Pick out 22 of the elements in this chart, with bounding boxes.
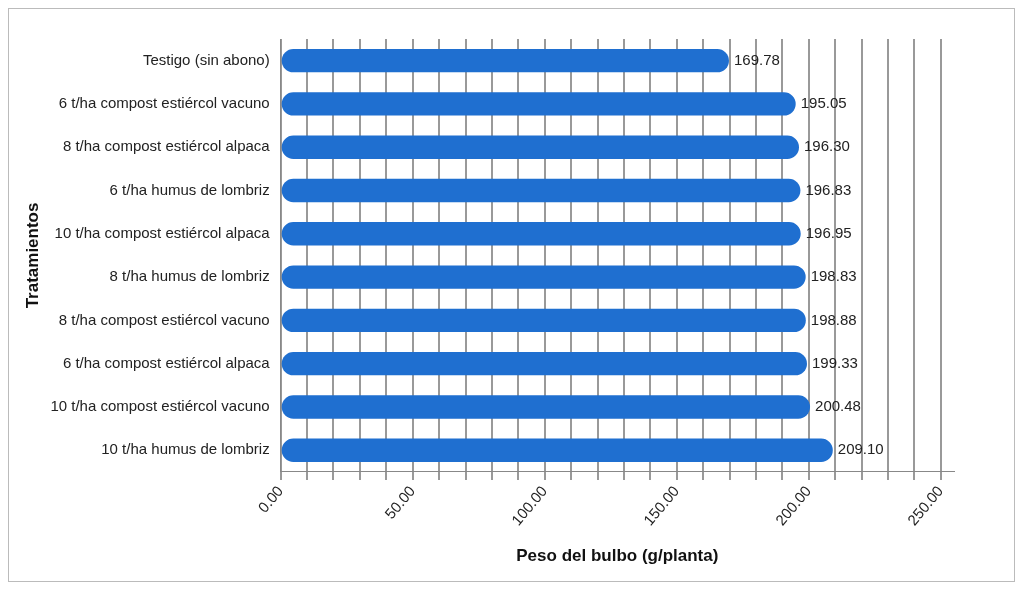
y-tick-label: 8 t/ha compost estiércol alpaca [62,137,271,155]
y-tick-label: 6 t/ha humus de lombriz [109,180,270,198]
y-tick-label: 10 t/ha compost estiércol alpaca [54,223,271,241]
y-tick-label: 6 t/ha compost estiércol vacuno [58,94,270,112]
data-label: 198.83 [810,267,857,285]
y-tick-label: Testigo (sin abono) [142,50,270,68]
data-label: 196.30 [804,137,850,155]
data-label: 196.95 [805,223,852,241]
y-tick-label: 8 t/ha compost estiércol vacuno [58,310,270,328]
y-tick-label: 10 t/ha compost estiércol vacuno [50,397,270,415]
data-label: 195.05 [800,94,847,112]
data-label: 169.78 [733,50,780,68]
y-tick-label: 10 t/ha humus de lombriz [101,440,270,458]
data-label: 199.33 [812,353,858,371]
data-label: 198.88 [810,310,857,328]
y-tick-label: 6 t/ha compost estiércol alpaca [62,353,271,371]
data-label: 196.83 [805,180,852,198]
y-tick-label: 8 t/ha humus de lombriz [109,267,270,285]
data-label: 200.48 [815,397,861,415]
x-axis-title: Peso del bulbo (g/planta) [516,546,719,566]
y-axis-title: Tratamientos [22,202,42,309]
data-label: 209.10 [837,440,884,458]
